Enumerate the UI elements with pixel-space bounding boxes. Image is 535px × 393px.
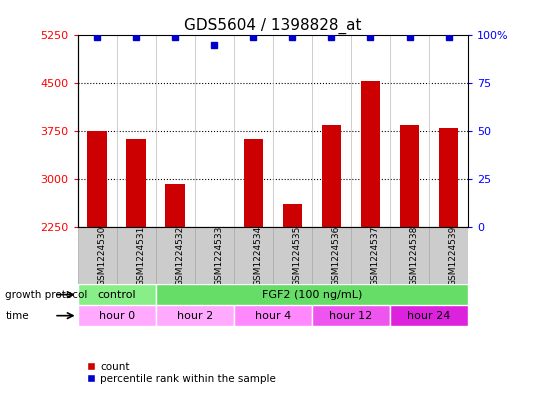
Bar (361, 81, 380, 227)
Text: time: time (5, 311, 29, 321)
Text: GSM1224534: GSM1224534 (254, 225, 262, 286)
Bar (322, 125, 341, 227)
Text: FGF2 (100 ng/mL): FGF2 (100 ng/mL) (262, 290, 362, 299)
Text: GSM1224539: GSM1224539 (449, 225, 457, 286)
Text: hour 2: hour 2 (177, 311, 213, 321)
Bar (156, 305, 234, 326)
Bar (234, 305, 312, 326)
Bar (195, 227, 234, 284)
Text: hour 4: hour 4 (255, 311, 291, 321)
Text: GSM1224533: GSM1224533 (214, 225, 223, 286)
Text: GSM1224536: GSM1224536 (332, 225, 340, 286)
Bar (312, 227, 351, 284)
Text: GSM1224532: GSM1224532 (175, 225, 184, 286)
Bar (282, 204, 302, 227)
Bar (390, 227, 429, 284)
Bar (429, 227, 468, 284)
Bar (351, 227, 390, 284)
Bar (439, 128, 458, 227)
Bar (126, 140, 146, 227)
Bar (117, 227, 156, 284)
Text: GSM1224535: GSM1224535 (293, 225, 301, 286)
Bar (273, 227, 312, 284)
Text: GSM1224538: GSM1224538 (410, 225, 418, 286)
Bar (156, 227, 195, 284)
Bar (78, 227, 117, 284)
Bar (312, 305, 390, 326)
Text: growth protocol: growth protocol (5, 290, 88, 299)
Bar (87, 131, 107, 227)
Bar (234, 227, 273, 284)
Text: GSM1224537: GSM1224537 (371, 225, 379, 286)
Bar (243, 140, 263, 227)
Text: GSM1224530: GSM1224530 (97, 225, 106, 286)
Bar (165, 184, 185, 227)
Text: control: control (97, 290, 136, 299)
Title: GDS5604 / 1398828_at: GDS5604 / 1398828_at (184, 18, 362, 34)
Text: hour 24: hour 24 (407, 311, 451, 321)
Text: GSM1224531: GSM1224531 (136, 225, 145, 286)
Bar (390, 305, 468, 326)
Bar (78, 305, 156, 326)
Text: hour 12: hour 12 (330, 311, 372, 321)
Legend: count, percentile rank within the sample: count, percentile rank within the sample (83, 357, 280, 388)
Text: hour 0: hour 0 (98, 311, 135, 321)
Bar (78, 284, 156, 305)
Bar (400, 125, 419, 227)
Bar (156, 284, 468, 305)
